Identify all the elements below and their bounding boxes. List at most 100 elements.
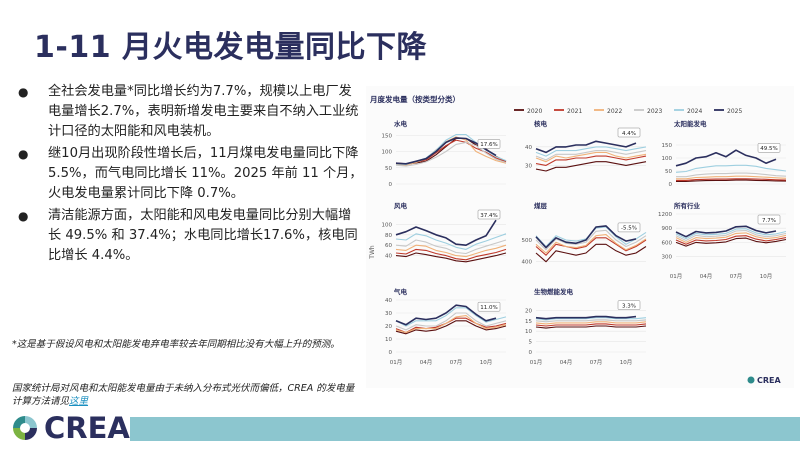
y-tick-label: 20 bbox=[385, 324, 392, 330]
series-line-2020 bbox=[395, 320, 507, 335]
panel-title: 生物燃能发电 bbox=[534, 287, 574, 296]
series-line-2022 bbox=[535, 151, 647, 163]
x-tick-label: 07月 bbox=[450, 359, 463, 366]
series-line-2021 bbox=[676, 178, 787, 181]
monthly-generation-chart: 月度发电量（按类型分类）2020 2021 2022 2023 2024 2025水电05… bbox=[369, 94, 787, 385]
panel-title: 气电 bbox=[393, 287, 408, 296]
annotation-label: 4.4% bbox=[622, 131, 636, 137]
y-tick-label: 150 bbox=[662, 143, 673, 149]
y-tick-label: 0 bbox=[529, 350, 533, 356]
annotation-box bbox=[477, 301, 501, 312]
annotation-box bbox=[477, 209, 501, 220]
y-tick-label: 50 bbox=[385, 166, 392, 172]
crea-logo-text: CREA bbox=[44, 411, 130, 445]
panel-title: 水电 bbox=[394, 119, 408, 128]
y-tick-label: 40 bbox=[385, 254, 392, 260]
annotation-label: 11.0% bbox=[480, 305, 497, 311]
series-line-2023 bbox=[535, 229, 647, 251]
bullet-item: ● 全社会发电量*同比增长约为7.7%，规模以上电厂发电量增长2.7%，表明新增… bbox=[18, 82, 363, 142]
series-line-2024 bbox=[535, 317, 647, 321]
series-line-2020 bbox=[535, 325, 647, 329]
series-line-2021 bbox=[535, 237, 647, 256]
y-tick-label: 500 bbox=[522, 238, 533, 244]
series-line-2025 bbox=[395, 304, 497, 326]
watermark-icon bbox=[747, 376, 755, 384]
y-tick-label: 60 bbox=[385, 243, 392, 249]
chart-panel: 月度发电量（按类型分类） 2020 2021 2022 2023 2024 2025 水电 0 5… bbox=[366, 86, 794, 388]
panel-title: 所有行业 bbox=[674, 201, 701, 210]
series-line-2023 bbox=[676, 172, 787, 178]
y-tick-label: 600 bbox=[662, 240, 673, 246]
footnote-assumption: *这是基于假设风电和太阳能发电弃电率较去年同期相比没有大幅上升的预测。 bbox=[12, 339, 340, 350]
y-tick-label: 20 bbox=[525, 308, 532, 314]
bullet-dot: ● bbox=[18, 85, 29, 99]
series-line-2023 bbox=[395, 141, 507, 167]
series-line-2024 bbox=[535, 146, 647, 157]
y-tick-label: 15 bbox=[525, 319, 532, 325]
annotation-box bbox=[757, 143, 781, 153]
chart-title: 月度发电量（按类型分类） bbox=[369, 94, 460, 104]
series-line-2025 bbox=[675, 149, 777, 167]
y-tick-label: 40 bbox=[385, 298, 392, 304]
crea-logo: CREA bbox=[10, 410, 130, 446]
y-tick-label: 10 bbox=[525, 329, 532, 335]
series-line-2024 bbox=[395, 233, 507, 250]
y-tick-label: 5 bbox=[529, 340, 533, 346]
footnote-method-text: 国家统计局对风电和太阳能发电量由于未纳入分布式光伏而偏低，CREA 的发电量计算… bbox=[12, 383, 355, 407]
series-line-2021 bbox=[535, 155, 647, 166]
bullet-item: ● 清洁能源方面，太阳能和风电发电量同比分别大幅增长 49.5% 和 37.4%… bbox=[18, 206, 363, 266]
annotation-box bbox=[617, 127, 641, 138]
legend-label: 2020 bbox=[527, 108, 542, 115]
y-tick-label: 100 bbox=[662, 156, 673, 162]
bullet-item: ● 继10月出现阶段性增长后，11月煤电发电量同比下降 5.5%，而气电同比增长… bbox=[18, 144, 363, 204]
annotation-box bbox=[617, 222, 641, 233]
y-tick-label: 30 bbox=[385, 311, 392, 317]
series-line-2025 bbox=[675, 225, 777, 238]
series-line-2020 bbox=[535, 161, 647, 172]
series-line-2024 bbox=[395, 307, 507, 327]
x-tick-label: 10月 bbox=[620, 359, 633, 366]
y-axis-label: TWh bbox=[369, 245, 376, 260]
bullet-dot: ● bbox=[18, 209, 29, 223]
panel-title: 核电 bbox=[534, 119, 548, 128]
y-tick-label: 10 bbox=[385, 337, 392, 343]
annotation-label: 3.3% bbox=[622, 303, 636, 309]
series-line-2022 bbox=[676, 175, 787, 180]
series-line-2023 bbox=[395, 239, 507, 255]
legend-label: 2021 bbox=[567, 108, 582, 115]
panel-title: 风电 bbox=[394, 201, 408, 210]
bullet-dot: ● bbox=[18, 147, 29, 161]
y-tick-label: 30 bbox=[525, 163, 532, 169]
series-line-2022 bbox=[395, 315, 507, 334]
series-line-2022 bbox=[395, 244, 507, 258]
series-line-2022 bbox=[675, 232, 787, 243]
y-tick-label: 100 bbox=[382, 150, 393, 156]
y-tick-label: 0 bbox=[389, 182, 393, 188]
series-line-2020 bbox=[676, 179, 787, 182]
series-line-2023 bbox=[535, 319, 647, 323]
x-tick-label: 04月 bbox=[700, 273, 713, 280]
method-link[interactable]: 这里 bbox=[69, 396, 89, 407]
y-tick-label: 50 bbox=[665, 169, 672, 175]
bullet-list: ● 全社会发电量*同比增长约为7.7%，规模以上电厂发电量增长2.7%，表明新增… bbox=[18, 82, 363, 268]
y-tick-label: 100 bbox=[382, 222, 393, 228]
footer-band bbox=[130, 417, 800, 441]
legend-label: 2022 bbox=[607, 108, 622, 115]
series-line-2020 bbox=[535, 243, 647, 263]
legend-label: 2024 bbox=[687, 108, 702, 115]
y-tick-label: 1200 bbox=[658, 212, 672, 218]
series-line-2025 bbox=[535, 140, 637, 154]
x-tick-label: 01月 bbox=[530, 359, 543, 366]
series-line-2021 bbox=[395, 248, 507, 261]
panel-title: 太阳能发电 bbox=[673, 119, 707, 128]
series-line-2025 bbox=[535, 315, 637, 320]
series-line-2020 bbox=[395, 252, 507, 263]
annotation-label: 17.6% bbox=[480, 142, 497, 148]
annotation-label: -5.5% bbox=[621, 226, 637, 232]
panel-title: 煤层 bbox=[534, 201, 548, 210]
bullet-text: 清洁能源方面，太阳能和风电发电量同比分别大幅增长 49.5% 和 37.4%；水… bbox=[48, 208, 358, 263]
series-line-2023 bbox=[395, 312, 507, 331]
y-tick-label: 40 bbox=[525, 145, 532, 151]
series-line-2020 bbox=[675, 237, 787, 247]
y-tick-label: 0 bbox=[389, 350, 393, 356]
